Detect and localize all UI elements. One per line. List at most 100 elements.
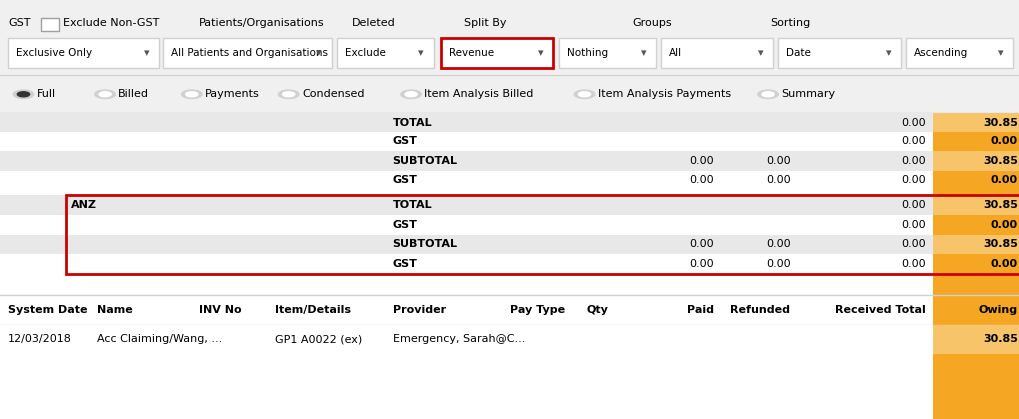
Text: SUBTOTAL: SUBTOTAL	[392, 240, 458, 249]
Text: Exclude Non-GST: Exclude Non-GST	[63, 18, 159, 28]
Bar	[0, 195, 932, 215]
Text: 0.00: 0.00	[989, 176, 1017, 185]
Text: Received Total: Received Total	[835, 305, 925, 315]
Text: Patients/Organisations: Patients/Organisations	[199, 18, 324, 28]
Circle shape	[757, 90, 777, 98]
Text: ▾: ▾	[757, 48, 763, 58]
Text: ▾: ▾	[316, 48, 322, 58]
Bar	[932, 254, 1019, 274]
Text: 0.00: 0.00	[689, 240, 713, 249]
Text: Paid: Paid	[687, 305, 713, 315]
Bar	[0, 151, 932, 171]
Text: 0.00: 0.00	[765, 240, 790, 249]
Text: ▾: ▾	[537, 48, 543, 58]
Text: Item/Details: Item/Details	[275, 305, 352, 315]
Bar	[932, 113, 1019, 132]
Bar	[0, 235, 932, 254]
Text: Item Analysis Billed: Item Analysis Billed	[424, 89, 533, 99]
Bar	[0, 354, 1019, 385]
Text: Name: Name	[97, 305, 132, 315]
Text: 0.00: 0.00	[901, 137, 925, 146]
Bar	[41, 18, 59, 31]
Text: 30.85: 30.85	[982, 156, 1017, 166]
Text: Split By: Split By	[464, 18, 506, 28]
Text: 0.00: 0.00	[901, 156, 925, 166]
Text: Owing: Owing	[978, 305, 1017, 315]
Bar	[0, 385, 1019, 419]
Text: 0.00: 0.00	[689, 259, 713, 269]
Text: ▾: ▾	[144, 48, 150, 58]
Bar	[0, 132, 932, 151]
Text: TOTAL: TOTAL	[392, 118, 432, 127]
Bar	[932, 215, 1019, 235]
Text: 0.00: 0.00	[901, 200, 925, 210]
Bar	[0, 113, 932, 132]
Text: 0.00: 0.00	[989, 220, 1017, 230]
Circle shape	[578, 92, 590, 97]
Text: Pay Type: Pay Type	[510, 305, 565, 315]
Text: TOTAL: TOTAL	[392, 200, 432, 210]
Bar	[905, 38, 1012, 68]
Text: 0.00: 0.00	[689, 156, 713, 166]
Bar	[932, 132, 1019, 151]
Text: GST: GST	[392, 259, 417, 269]
Bar	[932, 274, 1019, 295]
Circle shape	[282, 92, 294, 97]
Text: Exclusive Only: Exclusive Only	[16, 48, 93, 58]
Bar	[0, 171, 932, 190]
Text: All: All	[668, 48, 682, 58]
Text: 0.00: 0.00	[989, 137, 1017, 146]
Text: 0.00: 0.00	[901, 220, 925, 230]
Text: SUBTOTAL: SUBTOTAL	[392, 156, 458, 166]
Text: GST: GST	[392, 176, 417, 185]
Text: ▾: ▾	[640, 48, 646, 58]
Bar	[440, 38, 552, 68]
Circle shape	[761, 92, 773, 97]
Circle shape	[181, 90, 202, 98]
Text: Sorting: Sorting	[769, 18, 809, 28]
Text: All Patients and Organisations: All Patients and Organisations	[171, 48, 328, 58]
Bar	[932, 151, 1019, 171]
Text: 0.00: 0.00	[901, 240, 925, 249]
Text: Provider: Provider	[392, 305, 445, 315]
Circle shape	[278, 90, 299, 98]
Bar	[0, 113, 1019, 419]
Text: Item Analysis Payments: Item Analysis Payments	[597, 89, 731, 99]
Circle shape	[574, 90, 594, 98]
Bar	[0, 274, 1019, 295]
Bar	[932, 190, 1019, 195]
Text: 0.00: 0.00	[765, 156, 790, 166]
Text: 30.85: 30.85	[982, 240, 1017, 249]
Bar	[0, 295, 1019, 325]
Text: ▾: ▾	[997, 48, 1003, 58]
Bar	[932, 113, 1019, 419]
Bar	[0, 254, 932, 274]
Text: Refunded: Refunded	[730, 305, 790, 315]
Bar	[777, 38, 900, 68]
Text: Deleted: Deleted	[352, 18, 395, 28]
Text: GST: GST	[8, 18, 31, 28]
Circle shape	[17, 92, 30, 97]
Text: Condensed: Condensed	[302, 89, 364, 99]
Circle shape	[400, 90, 421, 98]
Text: Qty: Qty	[586, 305, 607, 315]
Bar	[932, 354, 1019, 385]
Text: 30.85: 30.85	[982, 118, 1017, 127]
Text: Emergency, Sarah@C...: Emergency, Sarah@C...	[392, 334, 525, 344]
Bar	[163, 38, 331, 68]
Text: 0.00: 0.00	[689, 176, 713, 185]
Text: Nothing: Nothing	[567, 48, 607, 58]
Text: 12/03/2018: 12/03/2018	[8, 334, 72, 344]
Bar	[0, 0, 1019, 75]
Bar	[558, 38, 655, 68]
Bar	[932, 295, 1019, 325]
Text: ▾: ▾	[884, 48, 891, 58]
Bar	[66, 195, 1019, 274]
Circle shape	[13, 90, 34, 98]
Text: INV No: INV No	[199, 305, 242, 315]
Text: Groups: Groups	[632, 18, 672, 28]
Text: Summary: Summary	[781, 89, 835, 99]
Bar	[0, 325, 932, 354]
Text: 0.00: 0.00	[901, 259, 925, 269]
Bar	[932, 385, 1019, 419]
